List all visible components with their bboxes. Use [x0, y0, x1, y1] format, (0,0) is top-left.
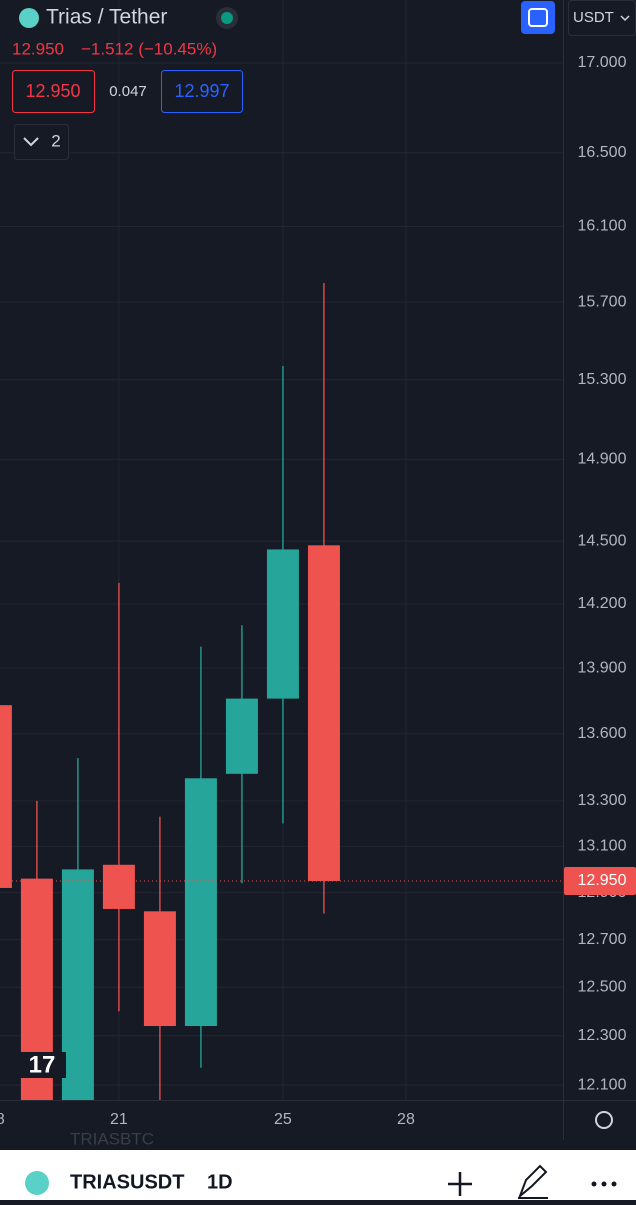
candle-body	[0, 705, 12, 888]
y-tick-label: 13.600	[578, 725, 627, 742]
axes: 12.10012.30012.50012.70012.90013.10013.3…	[0, 54, 636, 1128]
x-tick-label: 25	[274, 1111, 292, 1128]
last-price-tag	[564, 866, 636, 895]
y-tick-label: 16.100	[578, 218, 627, 235]
y-tick-label: 14.500	[578, 532, 627, 549]
more-icon[interactable]	[591, 1181, 617, 1187]
sell-price[interactable]: 12.950	[25, 81, 80, 101]
market-status[interactable]	[221, 12, 233, 24]
y-tick-label: 13.100	[578, 838, 627, 855]
candle-body	[266, 549, 299, 699]
x-tick-label: 28	[397, 1111, 415, 1128]
footer-symbol[interactable]: TRIASUSDT	[70, 1171, 184, 1193]
y-tick-label: 12.300	[578, 1027, 627, 1044]
buy-box[interactable]	[161, 70, 243, 113]
currency[interactable]: USDT	[573, 9, 614, 26]
settings-icon[interactable]	[595, 1111, 613, 1129]
chevron-icon	[23, 137, 39, 147]
buy-price[interactable]: 12.997	[174, 81, 229, 101]
price-change: −1.512 (−10.45%)	[81, 39, 217, 58]
y-tick-label: 14.900	[578, 451, 627, 468]
footer-coin-icon	[25, 1171, 49, 1195]
footer-interval[interactable]: 1D	[207, 1171, 233, 1193]
watermark-symbol: TRIASBTC	[70, 1129, 154, 1148]
fullscreen-button[interactable]	[521, 1, 555, 34]
x-tick-label: 18	[0, 1111, 5, 1128]
add-icon[interactable]	[448, 1172, 472, 1196]
indicators-count: 2	[51, 131, 60, 150]
x-tick-label: 21	[110, 1111, 128, 1128]
y-tick-label: 15.300	[578, 371, 627, 388]
indicators-toggle[interactable]	[14, 124, 69, 160]
candle-body	[184, 778, 217, 1027]
spread: 0.047	[109, 83, 147, 100]
coin-icon	[19, 8, 39, 28]
y-tick-label: 17.000	[578, 54, 627, 71]
currency-chevron	[620, 15, 630, 22]
last-price: 12.950	[12, 39, 64, 58]
candle-body	[20, 878, 53, 1100]
candle-body	[225, 698, 258, 774]
y-tick-label: 12.500	[578, 979, 627, 996]
symbol-title[interactable]: Trias / Tether	[46, 6, 167, 29]
plot-area	[0, 283, 563, 1100]
draw-icon[interactable]	[517, 1164, 548, 1200]
sell-box[interactable]	[12, 70, 95, 113]
y-tick-label: 16.500	[578, 144, 627, 161]
y-tick-label: 15.700	[578, 293, 627, 310]
y-tick-label: 14.200	[578, 595, 627, 612]
logo: 17	[29, 1051, 56, 1078]
y-tick-label: 12.700	[578, 931, 627, 948]
logo-bg	[18, 1052, 66, 1078]
y-tick-label: 12.100	[578, 1076, 627, 1093]
y-tick-label: 13.900	[578, 659, 627, 676]
candle-body	[61, 869, 94, 1100]
y-tick-label: 13.300	[578, 792, 627, 809]
last-price-label: 12.950	[578, 872, 627, 889]
candle-body	[307, 545, 340, 881]
candle-body	[102, 864, 135, 909]
fullscreen-icon	[528, 8, 548, 27]
candle-body	[143, 911, 176, 1027]
